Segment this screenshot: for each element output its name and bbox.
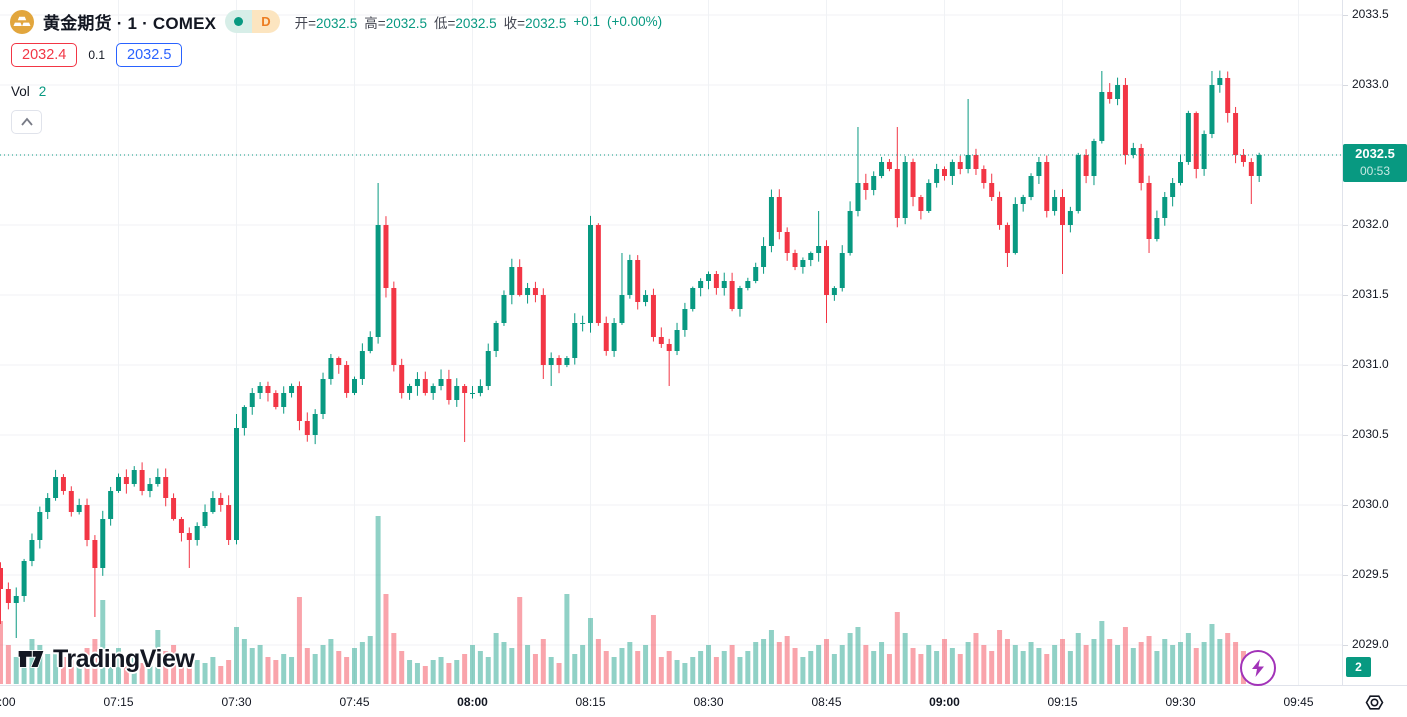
candlestick-series <box>0 70 1262 638</box>
volume-value: 2 <box>38 84 47 99</box>
time-axis-label: 07:15 <box>103 695 134 709</box>
hexagon-settings-icon <box>1365 695 1384 710</box>
price-axis-tick <box>1343 225 1348 226</box>
bid-button[interactable]: 2032.4 <box>11 43 78 67</box>
market-status-capsule: D <box>225 10 280 33</box>
grid-lines <box>0 0 1342 685</box>
time-axis-label: 07:00 <box>0 695 16 709</box>
instant-trading-button[interactable] <box>1240 650 1276 686</box>
interval-segment: D <box>252 10 280 33</box>
current-price-value: 2032.5 <box>1355 146 1395 161</box>
price-axis-label: 2029.0 <box>1352 637 1389 651</box>
time-axis-label: 09:00 <box>929 695 960 709</box>
gold-futures-icon <box>10 9 34 34</box>
time-axis-label: 09:15 <box>1047 695 1078 709</box>
price-axis-tick <box>1343 645 1348 646</box>
price-axis-label: 2030.0 <box>1352 497 1389 511</box>
volume-badge: 2 <box>1346 657 1371 677</box>
change-value: +0.1 <box>573 14 601 29</box>
current-price-badge: 2032.5 00:53 <box>1343 144 1407 182</box>
time-axis-label: 07:45 <box>339 695 370 709</box>
lightning-bolt-icon <box>1252 659 1264 677</box>
time-axis-label: 08:30 <box>693 695 724 709</box>
chevron-up-icon <box>20 117 33 126</box>
close-value: 2032.5 <box>525 15 567 31</box>
price-axis-tick <box>1343 85 1348 86</box>
tradingview-attribution[interactable]: TradingView <box>16 644 195 674</box>
ask-button[interactable]: 2032.5 <box>116 43 183 67</box>
tradingview-logo-icon <box>17 650 45 668</box>
high-value: 2032.5 <box>385 15 427 31</box>
price-axis-tick <box>1343 365 1348 366</box>
low-label: 低= <box>433 15 456 31</box>
time-axis-label: 07:30 <box>221 695 252 709</box>
price-axis[interactable]: 2032.5 00:53 2 2033.5 2033.0 2032.5 2032.0 2… <box>1342 0 1407 685</box>
spread-value: 0.1 <box>88 48 106 62</box>
market-open-dot-icon <box>234 17 244 26</box>
bar-countdown: 00:53 <box>1359 164 1391 178</box>
change-percent: (+0.00%) <box>607 14 663 29</box>
price-axis-label: 2033.0 <box>1352 77 1389 91</box>
open-value: 2032.5 <box>316 15 358 31</box>
high-label: 高= <box>364 15 386 31</box>
price-axis-tick <box>1343 435 1348 436</box>
volume-label: Vol <box>11 84 30 99</box>
quote-row: 2032.4 0.1 2032.5 <box>11 43 183 67</box>
symbol-title[interactable]: 黄金期货 · 1 · COMEX <box>43 14 217 33</box>
price-axis-label: 2031.0 <box>1352 357 1389 371</box>
ohlc-readout: 开=2032.5 高=2032.5 低=2032.5 收=2032.5 +0.1… <box>295 12 663 32</box>
price-axis-label: 2032.0 <box>1352 217 1389 231</box>
market-status-segment <box>225 10 253 33</box>
low-value: 2032.5 <box>455 15 497 31</box>
price-axis-label: 2031.5 <box>1352 287 1389 301</box>
symbol-header: 黄金期货 · 1 · COMEX D 开=2032.5 高=2032.5 低=2… <box>10 9 662 34</box>
time-axis[interactable]: 07:00 07:15 07:30 07:45 08:00 08:15 08:30 08:45… <box>0 685 1407 717</box>
tradingview-wordmark: TradingView <box>53 644 195 673</box>
time-axis-label: 08:45 <box>811 695 842 709</box>
close-label: 收= <box>503 15 526 31</box>
price-axis-tick <box>1343 295 1348 296</box>
price-axis-label: 2033.5 <box>1352 7 1389 21</box>
axis-settings-button[interactable] <box>1362 690 1387 715</box>
price-axis-tick <box>1343 575 1348 576</box>
time-axis-label: 08:15 <box>575 695 606 709</box>
time-axis-label: 09:30 <box>1165 695 1196 709</box>
time-axis-label: 08:00 <box>457 695 488 709</box>
price-axis-label: 2029.5 <box>1352 567 1389 581</box>
price-axis-tick <box>1343 505 1348 506</box>
open-label: 开= <box>294 15 316 31</box>
price-chart[interactable] <box>0 0 1342 685</box>
time-axis-label: 09:45 <box>1283 695 1314 709</box>
interval-badge: D <box>261 14 271 29</box>
price-axis-label: 2030.5 <box>1352 427 1389 441</box>
collapse-legend-button[interactable] <box>11 110 42 134</box>
volume-legend: Vol 2 <box>11 84 46 99</box>
price-axis-tick <box>1343 15 1348 16</box>
